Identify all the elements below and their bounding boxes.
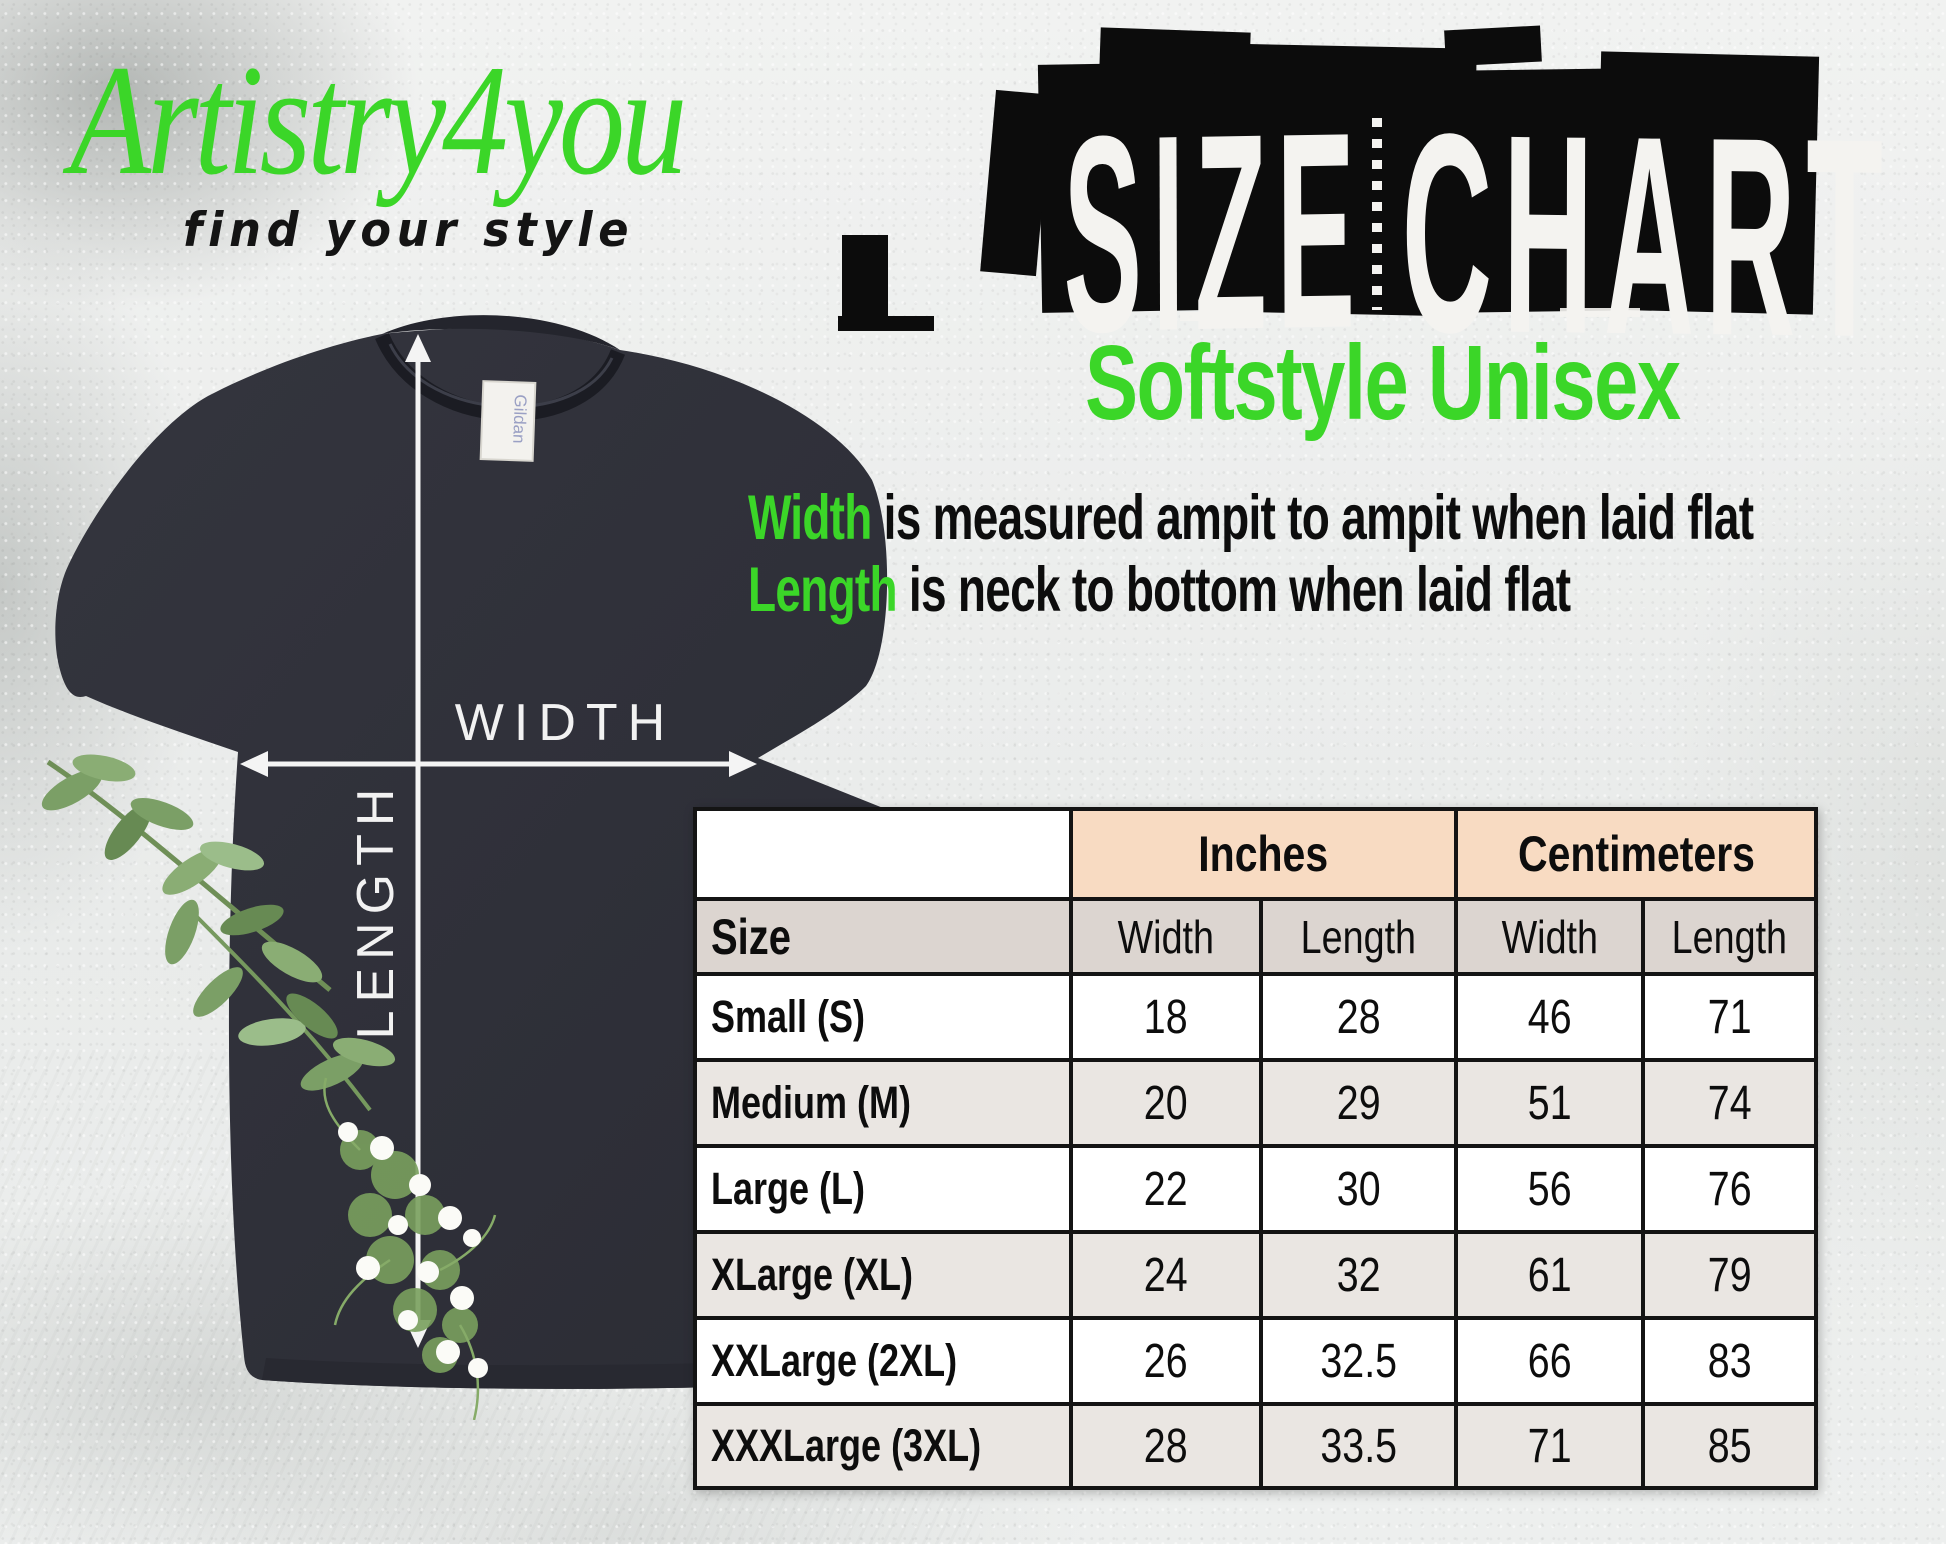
collar-tag-text: Gildan — [509, 394, 530, 444]
banner-dotted-divider — [1372, 118, 1382, 310]
table-row-large-in-w: 22 — [1073, 1148, 1259, 1230]
brand-tagline: find your style — [183, 203, 635, 258]
table-row-large-size: Large (L) — [697, 1148, 1069, 1230]
table-header-width-cm: Width — [1458, 901, 1641, 972]
table-row-large-cm-l: 76 — [1645, 1148, 1814, 1230]
size-table: Inches Centimeters Size Width Length Wid… — [693, 807, 1818, 1490]
table-row-xlarge-cm-w: 61 — [1458, 1234, 1641, 1316]
table-row-small-cm-w: 46 — [1458, 976, 1641, 1058]
width-label: WIDTH — [455, 694, 675, 752]
table-row-medium-in-w: 20 — [1073, 1062, 1259, 1144]
table-row-small-in-l: 28 — [1263, 976, 1454, 1058]
table-row-xxxlarge-in-w: 28 — [1073, 1406, 1259, 1486]
note-line-length: Length is neck to bottom when laid flat — [748, 554, 1753, 626]
table-row-small-in-w: 18 — [1073, 976, 1259, 1058]
table-unit-centimeters: Centimeters — [1458, 811, 1814, 897]
table-row-xlarge-size: XLarge (XL) — [697, 1234, 1069, 1316]
table-row-xxxlarge-size: XXXLarge (3XL) — [697, 1406, 1069, 1486]
table-row-xxlarge-cm-l: 83 — [1645, 1320, 1814, 1402]
table-corner-cell — [697, 811, 1069, 897]
table-row-large-in-l: 30 — [1263, 1148, 1454, 1230]
table-row-large-cm-w: 56 — [1458, 1148, 1641, 1230]
table-row-xlarge-in-l: 32 — [1263, 1234, 1454, 1316]
note-term-length: Length — [748, 555, 898, 625]
brand-logo-text: Artistry4you — [70, 33, 687, 208]
table-header-length-cm: Length — [1645, 901, 1814, 972]
note-line-width: Width is measured ampit to ampit when la… — [748, 482, 1754, 554]
table-row-xxlarge-in-w: 26 — [1073, 1320, 1259, 1402]
table-header-width-in: Width — [1073, 901, 1259, 972]
banner-subtitle: Softstyle Unisex — [1085, 324, 1681, 442]
table-unit-inches: Inches — [1073, 811, 1454, 897]
collar-tag: Gildan — [479, 380, 537, 462]
table-row-medium-in-l: 29 — [1263, 1062, 1454, 1144]
table-row-small-cm-l: 71 — [1645, 976, 1814, 1058]
table-header-length-in: Length — [1263, 901, 1454, 972]
table-header-size: Size — [697, 901, 1069, 972]
grunge-block — [1099, 27, 1251, 75]
table-row-medium-cm-w: 51 — [1458, 1062, 1641, 1144]
table-row-xxlarge-size: XXLarge (2XL) — [697, 1320, 1069, 1402]
table-row-xlarge-cm-l: 79 — [1645, 1234, 1814, 1316]
table-row-xlarge-in-w: 24 — [1073, 1234, 1259, 1316]
length-label: LENGTH — [347, 781, 405, 1040]
table-row-medium-size: Medium (M) — [697, 1062, 1069, 1144]
table-row-xxxlarge-cm-l: 85 — [1645, 1406, 1814, 1486]
measurement-note: Width is measured ampit to ampit when la… — [748, 482, 1946, 626]
table-row-xxxlarge-cm-w: 71 — [1458, 1406, 1641, 1486]
table-row-medium-cm-l: 74 — [1645, 1062, 1814, 1144]
note-rest-width: is measured ampit to ampit when laid fla… — [871, 483, 1754, 553]
grunge-block — [842, 235, 888, 323]
table-row-xxlarge-in-l: 32.5 — [1263, 1320, 1454, 1402]
banner-dash-mark — [1560, 308, 1640, 317]
table-row-xxxlarge-in-l: 33.5 — [1263, 1406, 1454, 1486]
note-term-width: Width — [748, 483, 872, 553]
note-rest-length: is neck to bottom when laid flat — [896, 555, 1571, 625]
table-row-small-size: Small (S) — [697, 976, 1069, 1058]
banner-dash-mark — [1180, 312, 1244, 321]
table-row-xxlarge-cm-w: 66 — [1458, 1320, 1641, 1402]
grunge-block — [1444, 25, 1542, 67]
grunge-block — [838, 316, 934, 331]
